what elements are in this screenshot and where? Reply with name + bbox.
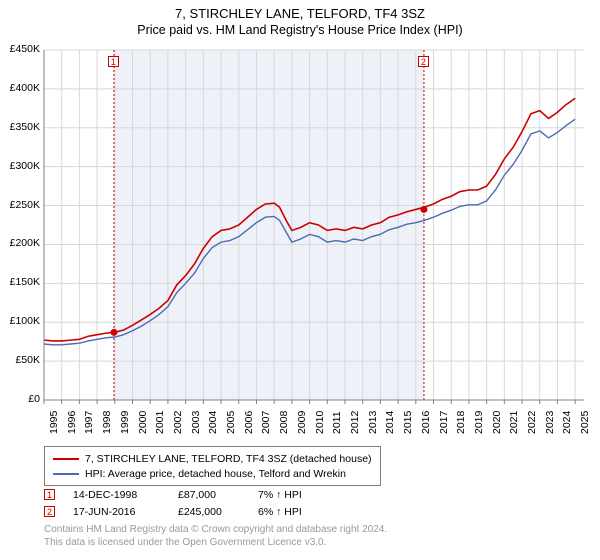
x-tick-label: 2005	[225, 411, 237, 434]
x-tick-label: 1999	[119, 411, 131, 434]
x-tick-label: 1995	[48, 411, 60, 434]
x-tick-label: 2014	[384, 411, 396, 434]
event-price: £87,000	[178, 489, 258, 501]
y-tick-label: £350K	[2, 121, 40, 133]
x-tick-label: 1996	[66, 411, 78, 434]
x-tick-label: 2022	[526, 411, 538, 434]
y-tick-label: £450K	[2, 43, 40, 55]
event-marker-box: 1	[108, 56, 119, 67]
x-tick-label: 2021	[508, 411, 520, 434]
x-tick-label: 2017	[438, 411, 450, 434]
legend-swatch	[53, 473, 79, 475]
y-tick-label: £400K	[2, 82, 40, 94]
x-tick-label: 2016	[420, 411, 432, 434]
event-price: £245,000	[178, 506, 258, 518]
x-tick-label: 2007	[260, 411, 272, 434]
y-tick-label: £0	[2, 393, 40, 405]
legend-item-hpi: HPI: Average price, detached house, Telf…	[53, 466, 372, 481]
x-tick-label: 2013	[367, 411, 379, 434]
event-pct: 6% ↑ HPI	[258, 506, 338, 518]
event-date: 17-JUN-2016	[73, 506, 178, 518]
x-tick-label: 1997	[83, 411, 95, 434]
x-tick-label: 2024	[561, 411, 573, 434]
x-tick-label: 2019	[473, 411, 485, 434]
x-tick-label: 2015	[402, 411, 414, 434]
y-tick-label: £50K	[2, 354, 40, 366]
x-tick-label: 2025	[579, 411, 591, 434]
x-tick-label: 2008	[278, 411, 290, 434]
x-tick-label: 2010	[314, 411, 326, 434]
x-tick-label: 2011	[331, 411, 343, 434]
legend-item-property: 7, STIRCHLEY LANE, TELFORD, TF4 3SZ (det…	[53, 451, 372, 466]
chart-legend: 7, STIRCHLEY LANE, TELFORD, TF4 3SZ (det…	[44, 446, 381, 486]
x-tick-label: 2018	[455, 411, 467, 434]
y-tick-label: £250K	[2, 199, 40, 211]
x-tick-label: 2009	[296, 411, 308, 434]
x-tick-label: 2006	[243, 411, 255, 434]
event-number-box: 2	[44, 506, 55, 517]
attribution-line: This data is licensed under the Open Gov…	[44, 537, 387, 550]
x-tick-label: 2000	[137, 411, 149, 434]
legend-label: 7, STIRCHLEY LANE, TELFORD, TF4 3SZ (det…	[85, 453, 372, 465]
x-tick-label: 2020	[491, 411, 503, 434]
x-tick-label: 2012	[349, 411, 361, 434]
legend-label: HPI: Average price, detached house, Telf…	[85, 468, 346, 480]
y-tick-label: £300K	[2, 160, 40, 172]
x-tick-label: 2002	[172, 411, 184, 434]
attribution-text: Contains HM Land Registry data © Crown c…	[44, 524, 387, 549]
y-tick-label: £150K	[2, 276, 40, 288]
event-marker-box: 2	[418, 56, 429, 67]
event-pct: 7% ↑ HPI	[258, 489, 338, 501]
event-row: 2 17-JUN-2016 £245,000 6% ↑ HPI	[44, 503, 338, 520]
legend-swatch	[53, 458, 79, 460]
y-tick-label: £100K	[2, 315, 40, 327]
event-number-box: 1	[44, 489, 55, 500]
event-row: 1 14-DEC-1998 £87,000 7% ↑ HPI	[44, 486, 338, 503]
price-chart	[0, 0, 600, 445]
y-tick-label: £200K	[2, 237, 40, 249]
x-tick-label: 2023	[544, 411, 556, 434]
event-table: 1 14-DEC-1998 £87,000 7% ↑ HPI 2 17-JUN-…	[44, 486, 338, 520]
x-tick-label: 2003	[190, 411, 202, 434]
x-tick-label: 1998	[101, 411, 113, 434]
x-tick-label: 2001	[154, 411, 166, 434]
event-date: 14-DEC-1998	[73, 489, 178, 501]
attribution-line: Contains HM Land Registry data © Crown c…	[44, 524, 387, 537]
x-tick-label: 2004	[207, 411, 219, 434]
